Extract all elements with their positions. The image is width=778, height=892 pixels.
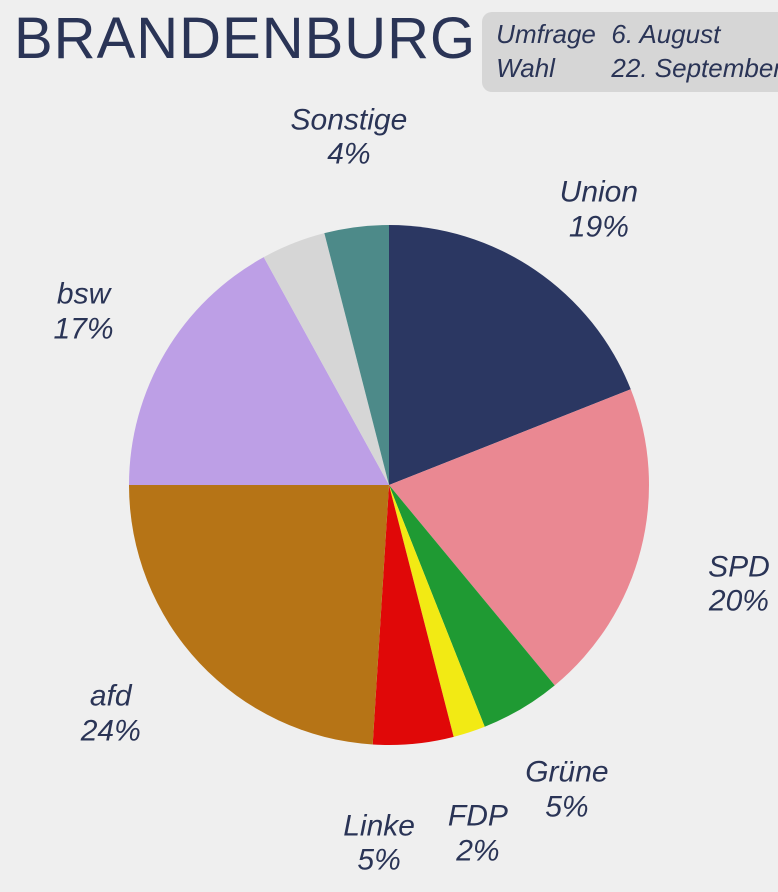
info-value-wahl: 22. September <box>611 53 778 83</box>
pie-label-pct: 17% <box>54 312 114 347</box>
pie-label-pct: 20% <box>708 585 770 620</box>
page-title: BRANDENBURG <box>14 10 476 68</box>
pie-label-union: Union19% <box>560 176 638 245</box>
pie-label-name: Sonstige <box>291 103 408 136</box>
header: BRANDENBURG Umfrage 6. August Wahl 22. S… <box>0 0 778 92</box>
pie-slice-afd <box>129 485 389 744</box>
pie-label-pct: 4% <box>291 138 408 173</box>
pie-label-fdp: FDP2% <box>448 800 508 869</box>
pie-label-name: afd <box>90 680 132 713</box>
pie-label-pct: 5% <box>343 844 415 879</box>
info-box: Umfrage 6. August Wahl 22. September <box>482 12 778 92</box>
info-label-wahl: Wahl <box>496 52 604 86</box>
pie-label-name: Grüne <box>525 756 608 789</box>
pie-label-bsw: bsw17% <box>54 278 114 347</box>
pie-svg <box>0 90 778 892</box>
info-row-wahl: Wahl 22. September <box>496 52 778 86</box>
info-value-umfrage: 6. August <box>611 19 720 49</box>
pie-label-spd: SPD20% <box>708 550 770 619</box>
info-row-umfrage: Umfrage 6. August <box>496 18 778 52</box>
pie-label-grüne: Grüne5% <box>525 756 608 825</box>
pie-label-name: SPD <box>708 550 770 583</box>
pie-label-pct: 19% <box>560 210 638 245</box>
pie-label-sonstige: Sonstige4% <box>291 103 408 172</box>
pie-chart: Union19%SPD20%Grüne5%FDP2%Linke5%afd24%b… <box>0 90 778 892</box>
pie-label-afd: afd24% <box>81 680 141 749</box>
pie-label-name: Union <box>560 176 638 209</box>
pie-label-name: bsw <box>57 278 110 311</box>
pie-label-pct: 24% <box>81 714 141 749</box>
pie-label-name: FDP <box>448 800 508 833</box>
pie-label-name: Linke <box>343 809 415 842</box>
pie-label-pct: 5% <box>525 790 608 825</box>
info-label-umfrage: Umfrage <box>496 18 604 52</box>
pie-label-pct: 2% <box>448 834 508 869</box>
pie-label-linke: Linke5% <box>343 809 415 878</box>
